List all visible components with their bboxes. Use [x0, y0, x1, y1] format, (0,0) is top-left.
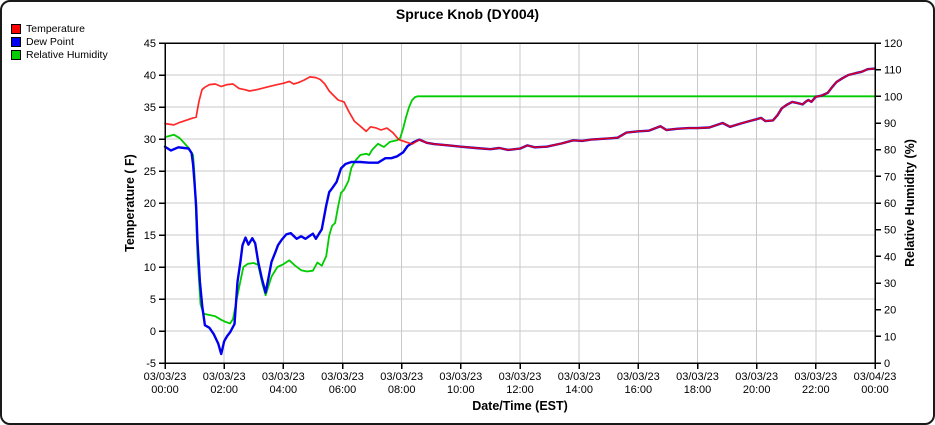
x-tick-label-date: 03/03/23	[676, 371, 719, 383]
legend-swatch-icon	[11, 49, 21, 60]
x-tick-label-date: 03/03/23	[262, 371, 305, 383]
x-tick-label-date: 03/03/23	[558, 371, 601, 383]
y-right-tick-label: 120	[884, 38, 902, 50]
y-left-tick-label: 15	[144, 230, 156, 242]
temperature-line	[164, 67, 876, 151]
x-tick-label-time: 10:00	[447, 384, 475, 396]
x-tick-label-time: 04:00	[270, 384, 298, 396]
y-right-tick-label: 60	[884, 198, 896, 210]
x-tick-label-time: 12:00	[506, 384, 534, 396]
x-tick-label-time: 02:00	[210, 384, 238, 396]
humidity-line	[164, 95, 876, 325]
x-tick-label-time: 18:00	[684, 384, 712, 396]
x-tick-label-date: 03/03/23	[617, 371, 660, 383]
y-left-tick-label: 0	[150, 326, 156, 338]
y-right-tick-label: 90	[884, 118, 896, 130]
x-tick-label-time: 20:00	[743, 384, 771, 396]
x-tick-label-time: 14:00	[565, 384, 593, 396]
y-right-tick-label: 110	[884, 65, 902, 77]
y-left-tick-label: 20	[144, 198, 156, 210]
x-axis-title: Date/Time (EST)	[472, 399, 568, 413]
x-tick-label-time: 16:00	[625, 384, 653, 396]
y-right-tick-label: 40	[884, 251, 896, 263]
chart-title: Spruce Knob (DY004)	[395, 6, 540, 22]
legend-item-relative-humidity: Relative Humidity	[11, 48, 108, 61]
legend-swatch-icon	[11, 36, 21, 47]
legend-label: Dew Point	[26, 35, 74, 48]
y-right-tick-label: 10	[884, 331, 896, 343]
legend-item-temperature: Temperature	[11, 22, 108, 35]
legend: Temperature Dew Point Relative Humidity	[11, 23, 108, 62]
legend-label: Relative Humidity	[26, 48, 108, 61]
x-tick-label-time: 22:00	[802, 384, 830, 396]
x-tick-label-time: 00:00	[861, 384, 889, 396]
x-tick-label-date: 03/03/23	[439, 371, 482, 383]
x-tick-label-time: 06:00	[329, 384, 357, 396]
x-tick-label-date: 03/03/23	[321, 371, 364, 383]
y-right-tick-label: 20	[884, 305, 896, 317]
x-tick-label-date: 03/04/23	[854, 371, 897, 383]
y-left-tick-label: 45	[144, 38, 156, 50]
x-tick-label-date: 03/03/23	[794, 371, 837, 383]
y-left-tick-label: 25	[144, 166, 156, 178]
y-left-tick-label: -5	[146, 358, 156, 370]
x-tick-label-date: 03/03/23	[380, 371, 423, 383]
legend-item-dew-point: Dew Point	[11, 35, 108, 48]
x-tick-label-date: 03/03/23	[735, 371, 778, 383]
y-right-tick-label: 30	[884, 278, 896, 290]
y-left-tick-label: 30	[144, 134, 156, 146]
x-tick-label-date: 03/03/23	[144, 371, 187, 383]
legend-label: Temperature	[26, 22, 85, 35]
y-right-tick-label: 50	[884, 225, 896, 237]
x-tick-label-date: 03/03/23	[499, 371, 542, 383]
x-tick-label-date: 03/03/23	[203, 371, 246, 383]
y-right-tick-label: 80	[884, 145, 896, 157]
x-tick-label-time: 08:00	[388, 384, 416, 396]
legend-swatch-icon	[11, 23, 21, 34]
y-right-tick-label: 100	[884, 91, 902, 103]
y-left-tick-label: 40	[144, 70, 156, 82]
y-left-tick-label: 10	[144, 262, 156, 274]
y-right-tick-label: 0	[884, 358, 890, 370]
y-left-tick-label: 35	[144, 102, 156, 114]
y-right-tick-label: 70	[884, 171, 896, 183]
x-tick-label-time: 00:00	[151, 384, 179, 396]
y-left-tick-label: 5	[150, 294, 156, 306]
